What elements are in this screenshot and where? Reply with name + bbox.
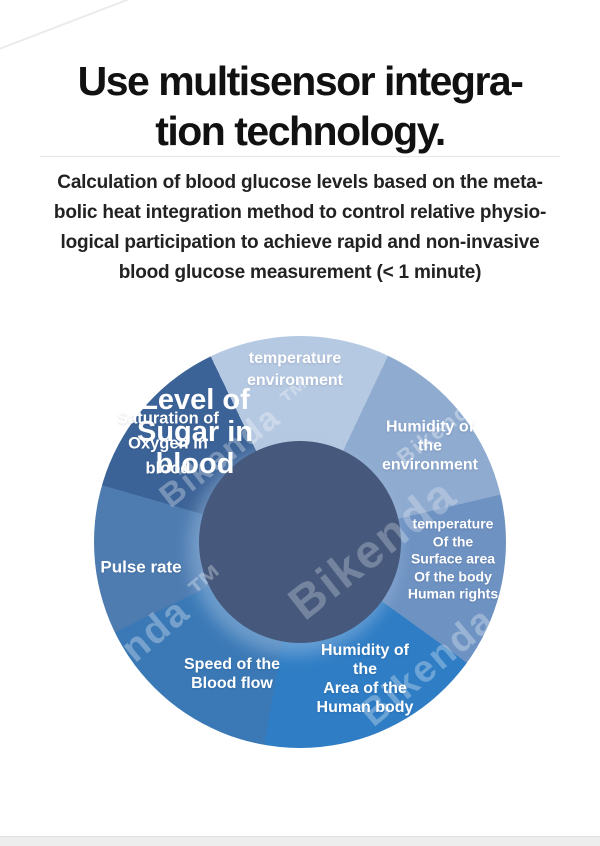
label-line: blood [145,459,191,478]
label-line: Blood flow [191,675,273,692]
segment-label-temperature-body-surface: temperature Of the Surface area Of the b… [408,515,498,603]
description-line: Calculation of blood glucose levels base… [57,172,543,193]
label-line: temperature [412,515,494,532]
label-line: Level of [140,384,250,416]
label-line: Surface area [410,550,496,567]
label-line: Human rights [407,585,499,602]
segment-label-humidity-body-area: Humidity of the Area of the Human body [317,641,414,717]
label-line: Sugar in [136,416,253,448]
label-line: environment [246,372,344,389]
label-line: temperature [248,350,342,367]
segment-label-humidity-environment: Humidity of the environment [382,418,478,475]
label-line: blood [155,448,235,480]
segment-label-oxygen-saturation: Saturation of Oxygen in blood [117,407,219,482]
label-line: the [417,437,442,455]
label-line: Humidity of [320,642,409,659]
page-title-line: tion technology. [155,108,446,154]
page-title-line: Use multisensor integra- [77,58,524,104]
segment-label-speed-blood-flow: Speed of the Blood flow [184,655,280,693]
description-paragraph: Calculation of blood glucose levels base… [20,168,580,288]
label-line: Human body [316,699,414,716]
title-divider [40,156,560,157]
center-circle [199,441,401,643]
label-line: Of the body [414,567,492,584]
description-line: logical participation to achieve rapid a… [60,232,540,253]
segment-label-pulse-rate: Pulse rate [100,558,181,577]
sensor-wheel-diagram: temperature environment Humidity of the … [94,336,506,748]
label-line: the [352,661,377,678]
page-title: Use multisensor integra- tion technology… [0,56,600,156]
label-line: Area of the [323,680,407,697]
label-line: Oxygen in [128,434,208,453]
description-line: blood glucose measurement (< 1 minute) [118,262,482,283]
segment-label-temperature-environment: temperature environment [247,348,343,392]
label-line: Speed of the [183,656,281,673]
label-line: Pulse rate [100,557,182,577]
corner-artifact-line [0,0,154,52]
label-line: environment [381,456,479,474]
label-line: Humidity of [385,418,474,436]
bottom-gray-band [0,836,600,846]
label-line: Saturation of [117,409,219,428]
label-line: Of the [432,532,474,549]
center-label: Level of Sugar in blood [75,384,315,480]
description-line: bolic heat integration method to control… [53,202,547,223]
